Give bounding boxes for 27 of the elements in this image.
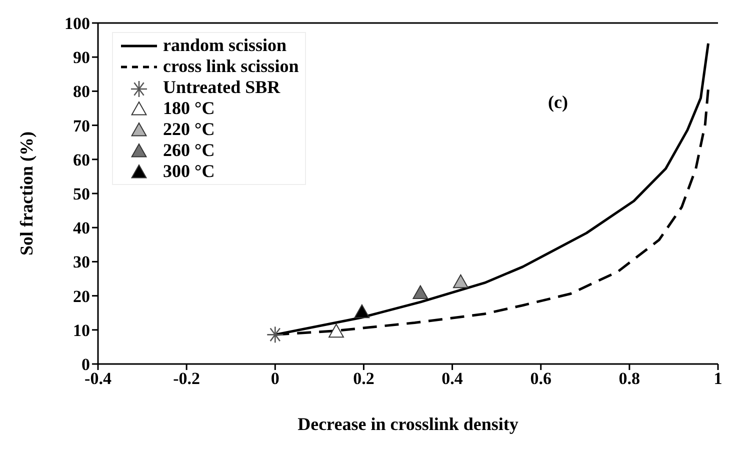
x-tick-label: 0.2: [353, 369, 374, 388]
legend-label: 300 °C: [163, 161, 215, 182]
legend-label: Untreated SBR: [163, 77, 280, 98]
y-tick-label: 60: [73, 150, 90, 170]
y-tick-label: 20: [73, 286, 90, 306]
x-axis-title: Decrease in crosslink density: [298, 414, 518, 434]
x-tick-label: -0.2: [173, 369, 200, 388]
y-tick-label: 50: [73, 184, 90, 204]
y-tick-label: 10: [73, 320, 90, 340]
x-tick-label: 1: [714, 369, 722, 388]
y-tick-label: 70: [73, 116, 90, 136]
annotation: (c): [548, 92, 568, 113]
y-tick-label: 40: [73, 218, 90, 238]
x-tick-label: 0.8: [618, 369, 640, 388]
legend-label: 260 °C: [163, 140, 215, 161]
legend-label: 220 °C: [163, 119, 215, 140]
y-tick-label: 90: [73, 48, 90, 68]
legend-label: random scission: [163, 35, 287, 56]
y-tick-label: 100: [64, 14, 90, 34]
x-tick-label: 0.6: [530, 369, 552, 388]
x-tick-label: 0.4: [442, 369, 464, 388]
x-tick-label: 0: [270, 369, 280, 388]
legend-label: cross link scission: [163, 56, 299, 77]
y-axis-title: Sol fraction (%): [16, 132, 36, 256]
legend-label: 180 °C: [163, 98, 215, 119]
y-tick-label: 80: [73, 82, 90, 102]
y-tick-label: 30: [73, 252, 90, 272]
